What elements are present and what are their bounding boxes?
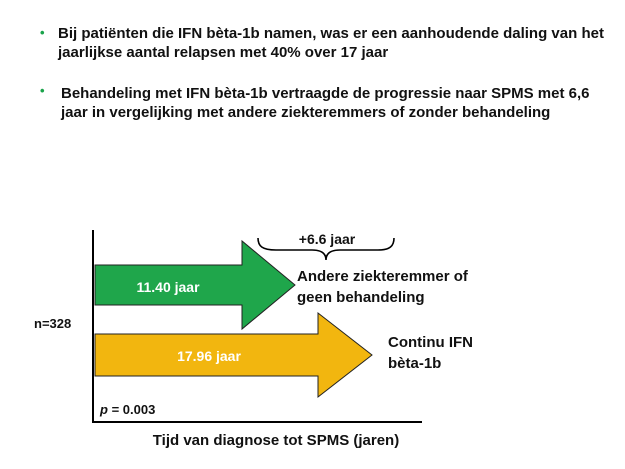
p-value-label: p = 0.003 xyxy=(99,402,155,417)
legend-ifn-line2: bèta-1b xyxy=(388,355,441,372)
bullet-dot-icon: • xyxy=(40,83,45,98)
bullet-dot-icon: • xyxy=(40,25,45,40)
legend-other-line1: Andere ziekteremmer of xyxy=(297,268,469,285)
legend-ifn-line1: Continu IFN xyxy=(388,334,473,351)
sample-size-label: n=328 xyxy=(34,316,71,331)
arrow-ifn-continuous-label: 17.96 jaar xyxy=(177,348,241,364)
x-axis-label: Tijd van diagnose tot SPMS (jaren) xyxy=(153,432,399,449)
difference-label: +6.6 jaar xyxy=(299,231,356,247)
arrow-other-treatment xyxy=(94,239,296,331)
arrow-ifn-continuous xyxy=(94,311,373,399)
bullet-text-1: Bij patiënten die IFN bèta-1b namen, was… xyxy=(58,25,604,61)
bullet-item-2: • Behandeling met IFN bèta-1b vertraagde… xyxy=(40,83,620,122)
p-value-italic: p xyxy=(99,402,108,417)
p-value-rest: = 0.003 xyxy=(108,402,155,417)
arrow-other-treatment-label: 11.40 jaar xyxy=(136,279,200,295)
legend-other-line2: geen behandeling xyxy=(297,289,425,306)
bullet-text-2: Behandeling met IFN bèta-1b vertraagde d… xyxy=(61,85,590,121)
bullet-item-1: • Bij patiënten die IFN bèta-1b namen, w… xyxy=(40,24,620,62)
difference-brace-icon xyxy=(257,237,395,261)
